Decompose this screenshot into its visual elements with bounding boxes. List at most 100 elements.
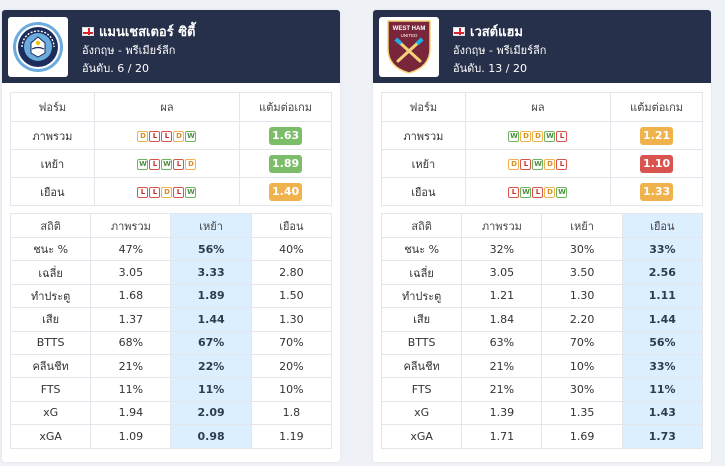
result-pill[interactable]: W (185, 130, 197, 142)
stats-cell: 21% (90, 353, 172, 379)
stats-row-label: ทำประตู (9, 283, 92, 309)
stats-cell: 1.37 (90, 307, 172, 332)
stats-row-label: เฉลี่ย (9, 260, 92, 285)
stats-row-label: คลีนชีท (9, 353, 92, 379)
result-pill[interactable]: L (520, 158, 532, 170)
team-card-away: WEST HAM UNITED เวสต์แฮม อังกฤษ - พรีเมี… (373, 10, 711, 462)
result-pill[interactable]: D (544, 186, 556, 198)
result-pill[interactable]: W (508, 130, 520, 142)
stats-row-label: xGA (9, 424, 92, 449)
form-row-label: เหย้า (10, 149, 95, 178)
stats-cell: 1.69 (541, 424, 623, 449)
stats-cell: 32% (461, 236, 543, 262)
result-pill[interactable]: W (544, 130, 556, 142)
stats-cell: 2.20 (541, 307, 623, 332)
result-pill[interactable]: L (556, 130, 568, 142)
result-pill[interactable]: W (532, 158, 544, 170)
result-pill[interactable]: W (520, 186, 532, 198)
stats-value-highlight: 1.44 (197, 312, 225, 326)
stats-cell: 1.09 (90, 424, 172, 449)
league-label[interactable]: อังกฤษ - พรีเมียร์ลีก (453, 44, 547, 57)
league-label[interactable]: อังกฤษ - พรีเมียร์ลีก (82, 44, 176, 57)
form-row-label: เยือน (381, 177, 466, 206)
result-pill[interactable]: L (173, 186, 185, 198)
stats-row: เสีย 1.37 1.44 1.30 (9, 307, 333, 332)
team-name[interactable]: แมนเชสเตอร์ ซิตี้ (82, 21, 196, 42)
stats-cell: 67% (170, 330, 252, 355)
stats-cell: 22% (170, 353, 252, 379)
result-pill[interactable]: L (556, 158, 568, 170)
ppg-badge: 1.33 (640, 182, 674, 201)
result-pill[interactable]: D (544, 158, 556, 170)
stats-row-label: BTTS (9, 330, 92, 355)
stats-cell: 2.56 (621, 260, 704, 285)
stats-header-row: สถิติ ภาพรวม เหย้า เยือน (380, 213, 704, 238)
stats-row-label: ชนะ % (9, 236, 92, 262)
stats-row: xG 1.39 1.35 1.43 (380, 400, 704, 426)
stats-row-label: xGA (380, 424, 463, 449)
stats-value-highlight: 33% (649, 359, 676, 373)
result-pill[interactable]: W (137, 158, 149, 170)
form-header: ฟอร์ม (381, 92, 466, 122)
stats-row: ทำประตู 1.68 1.89 1.50 (9, 283, 333, 309)
stats-value-highlight: 1.89 (197, 289, 225, 303)
result-pill[interactable]: L (173, 158, 185, 170)
result-pill[interactable]: D (161, 186, 173, 198)
stats-header-row: สถิติ ภาพรวม เหย้า เยือน (9, 213, 333, 238)
result-pill[interactable]: W (185, 186, 197, 198)
result-pill[interactable]: L (508, 186, 520, 198)
stats-cell: 1.8 (250, 400, 333, 426)
stats-cell: 1.44 (621, 307, 704, 332)
stats-value-highlight: 1.44 (648, 312, 676, 326)
west-ham-crest-icon[interactable]: WEST HAM UNITED (379, 17, 439, 77)
result-pill[interactable]: L (137, 186, 149, 198)
stats-value-highlight: 22% (197, 359, 225, 373)
stats-row-label: xG (9, 400, 92, 426)
result-pill[interactable]: D (508, 158, 520, 170)
stats-cell: 21% (461, 353, 543, 379)
stats-cell: 1.43 (621, 400, 704, 426)
result-pill[interactable]: D (137, 130, 149, 142)
stats-cell: 1.30 (250, 307, 333, 332)
stats-cell: 0.98 (170, 424, 252, 449)
stats-cell: 2.09 (170, 400, 252, 426)
result-pill[interactable]: D (173, 130, 185, 142)
form-row-label: ภาพรวม (10, 121, 95, 150)
stats-table: สถิติ ภาพรวม เหย้า เยือน ชนะ % 47% 56% 40% เ… (9, 213, 333, 449)
stats-header: เหย้า (541, 213, 623, 238)
stats-row: เฉลี่ย 3.05 3.50 2.56 (380, 260, 704, 285)
manchester-city-crest-icon[interactable] (8, 17, 68, 77)
stats-row-label: เสีย (380, 307, 463, 332)
result-pill[interactable]: L (532, 186, 544, 198)
stats-row: xG 1.94 2.09 1.8 (9, 400, 333, 426)
stats-row: ชนะ % 47% 56% 40% (9, 236, 333, 262)
stats-cell: 3.05 (90, 260, 172, 285)
result-pill[interactable]: W (556, 186, 568, 198)
result-pill[interactable]: L (149, 130, 161, 142)
stats-cell: 1.19 (250, 424, 333, 449)
stats-value-highlight: 11% (649, 383, 676, 397)
stats-cell: 1.39 (461, 400, 543, 426)
stats-cell: 30% (541, 377, 623, 402)
stats-value-highlight: 2.09 (197, 406, 225, 420)
stats-cell: 1.35 (541, 400, 623, 426)
stats-cell: 1.71 (461, 424, 543, 449)
result-pill[interactable]: D (520, 130, 532, 142)
team-name[interactable]: เวสต์แฮม (453, 21, 523, 42)
result-pill[interactable]: L (161, 130, 173, 142)
result-pill[interactable]: D (532, 130, 544, 142)
result-pill[interactable]: D (185, 158, 197, 170)
result-pill[interactable]: L (149, 158, 161, 170)
stats-cell: 40% (250, 236, 333, 262)
stats-row: FTS 21% 30% 11% (380, 377, 704, 402)
result-pill[interactable]: W (161, 158, 173, 170)
result-pill[interactable]: L (149, 186, 161, 198)
stats-cell: 68% (90, 330, 172, 355)
stats-cell: 33% (621, 236, 704, 262)
stats-cell: 21% (461, 377, 543, 402)
